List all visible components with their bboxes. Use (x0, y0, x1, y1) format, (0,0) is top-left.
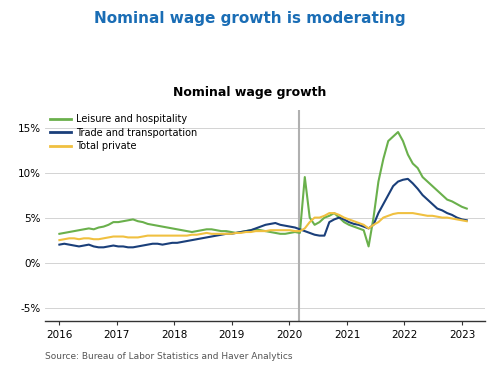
Text: Nominal wage growth is moderating: Nominal wage growth is moderating (94, 11, 406, 26)
Legend: Leisure and hospitality, Trade and transportation, Total private: Leisure and hospitality, Trade and trans… (50, 114, 198, 151)
Text: Nominal wage growth: Nominal wage growth (174, 85, 326, 99)
Text: Source: Bureau of Labor Statistics and Haver Analytics: Source: Bureau of Labor Statistics and H… (45, 352, 292, 361)
